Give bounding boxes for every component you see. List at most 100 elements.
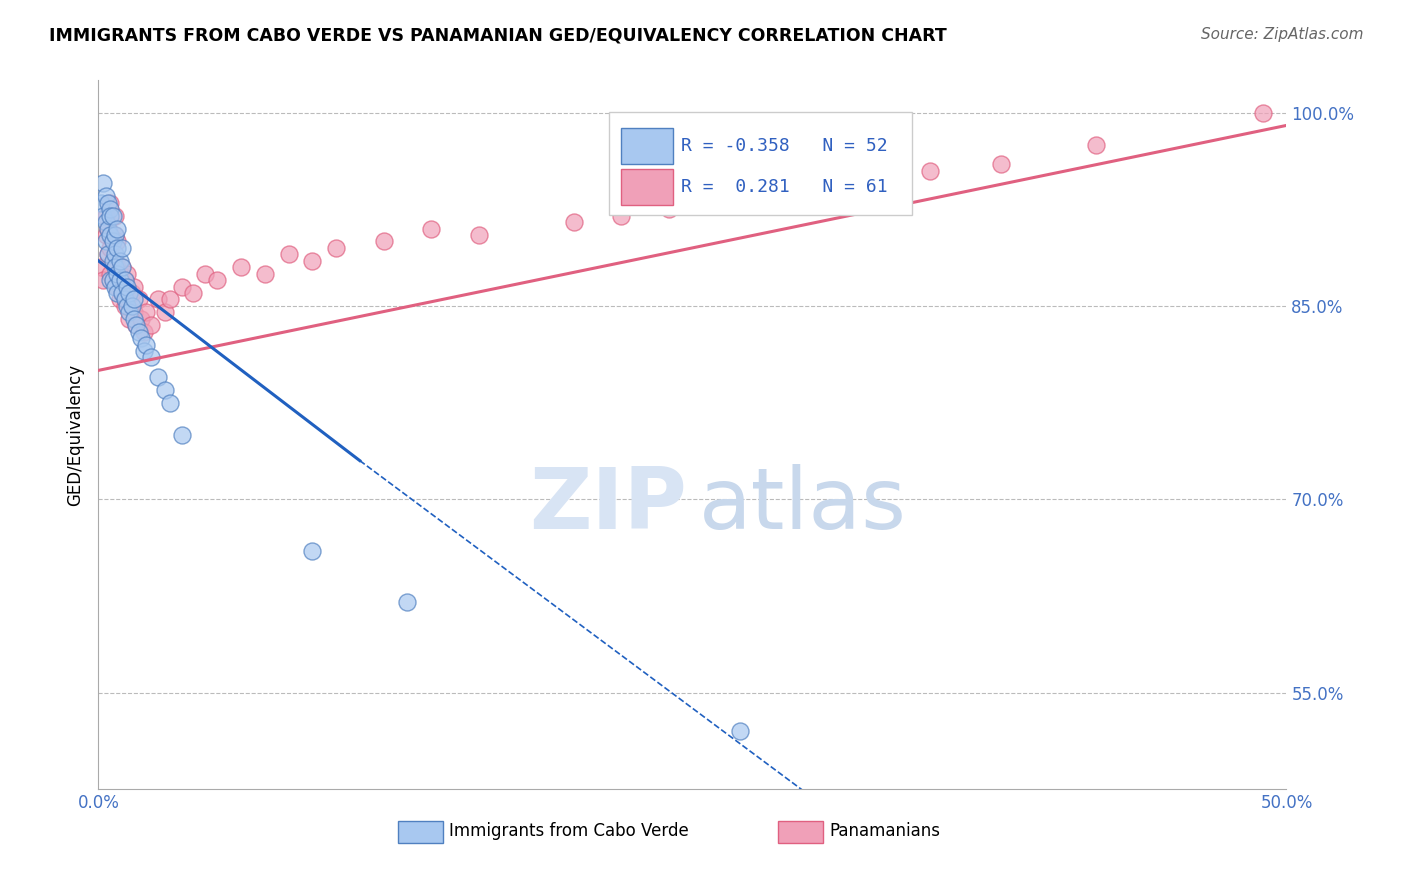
Point xyxy=(98,267,121,281)
Point xyxy=(396,595,419,609)
Point xyxy=(920,163,942,178)
Point xyxy=(125,318,148,333)
Point xyxy=(325,241,347,255)
Point xyxy=(301,253,323,268)
Text: R = -0.358   N = 52: R = -0.358 N = 52 xyxy=(681,137,887,155)
Point xyxy=(94,235,117,249)
Point xyxy=(129,331,152,345)
Point xyxy=(115,293,138,307)
Point xyxy=(728,724,751,739)
Point xyxy=(183,285,205,300)
Point xyxy=(98,202,121,217)
Point xyxy=(90,195,112,210)
Point xyxy=(108,253,131,268)
Point xyxy=(253,267,276,281)
Point xyxy=(704,195,727,210)
Point xyxy=(207,273,229,287)
Point xyxy=(153,383,176,397)
Point xyxy=(91,209,114,223)
Text: IMMIGRANTS FROM CABO VERDE VS PANAMANIAN GED/EQUIVALENCY CORRELATION CHART: IMMIGRANTS FROM CABO VERDE VS PANAMANIAN… xyxy=(49,27,948,45)
Point xyxy=(132,325,155,339)
Point xyxy=(128,325,150,339)
Point xyxy=(114,273,136,287)
Point xyxy=(107,241,129,255)
Point xyxy=(111,241,134,255)
Point xyxy=(990,157,1012,171)
Point xyxy=(91,273,114,287)
Point xyxy=(122,293,145,307)
Point xyxy=(107,260,129,275)
Point xyxy=(101,209,124,223)
Point xyxy=(301,544,323,558)
Point xyxy=(128,293,150,307)
Point xyxy=(94,215,117,229)
Point xyxy=(98,241,121,255)
FancyBboxPatch shape xyxy=(621,169,673,205)
Point xyxy=(101,273,124,287)
FancyBboxPatch shape xyxy=(398,821,443,843)
Point xyxy=(170,427,193,442)
Point xyxy=(872,183,894,197)
Point xyxy=(98,227,121,242)
Point xyxy=(277,247,299,261)
Point xyxy=(98,209,121,223)
Point xyxy=(121,299,143,313)
Text: Panamanians: Panamanians xyxy=(830,822,941,840)
FancyBboxPatch shape xyxy=(778,821,823,843)
Point xyxy=(90,260,112,275)
Point xyxy=(104,209,127,223)
Point xyxy=(420,221,443,235)
Point xyxy=(146,369,169,384)
Point xyxy=(122,311,145,326)
FancyBboxPatch shape xyxy=(609,112,912,215)
Point xyxy=(159,293,181,307)
Point xyxy=(776,189,799,203)
Point xyxy=(107,285,129,300)
Point xyxy=(114,299,136,313)
Y-axis label: GED/Equivalency: GED/Equivalency xyxy=(66,364,84,506)
Point xyxy=(97,221,120,235)
Point xyxy=(104,227,127,242)
Point xyxy=(97,247,120,261)
Point xyxy=(101,253,124,268)
Point xyxy=(229,260,252,275)
Point xyxy=(139,351,162,365)
Point xyxy=(101,235,124,249)
Point xyxy=(139,318,162,333)
Point xyxy=(159,395,181,409)
Point xyxy=(129,311,152,326)
Point xyxy=(94,189,117,203)
Point xyxy=(94,209,117,223)
Point xyxy=(111,285,134,300)
Point xyxy=(104,227,127,242)
Point xyxy=(610,209,633,223)
Point xyxy=(1085,137,1108,152)
Point xyxy=(104,260,127,275)
Point xyxy=(108,273,131,287)
Point xyxy=(111,285,134,300)
Point xyxy=(101,273,124,287)
Point xyxy=(170,279,193,293)
Point xyxy=(108,293,131,307)
Point xyxy=(114,273,136,287)
Point xyxy=(98,273,121,287)
Point xyxy=(97,195,120,210)
Point xyxy=(118,311,141,326)
Point xyxy=(98,195,121,210)
Point xyxy=(467,227,489,242)
Point xyxy=(1251,105,1274,120)
Point xyxy=(562,215,585,229)
Point xyxy=(824,177,846,191)
Point xyxy=(373,235,395,249)
Point xyxy=(108,267,131,281)
Point xyxy=(122,305,145,319)
Point xyxy=(107,235,129,249)
Point xyxy=(97,247,120,261)
Point xyxy=(97,221,120,235)
Point xyxy=(101,235,124,249)
Text: atlas: atlas xyxy=(699,464,907,548)
Point xyxy=(118,305,141,319)
Point xyxy=(194,267,217,281)
Point xyxy=(107,267,129,281)
Point xyxy=(111,260,134,275)
